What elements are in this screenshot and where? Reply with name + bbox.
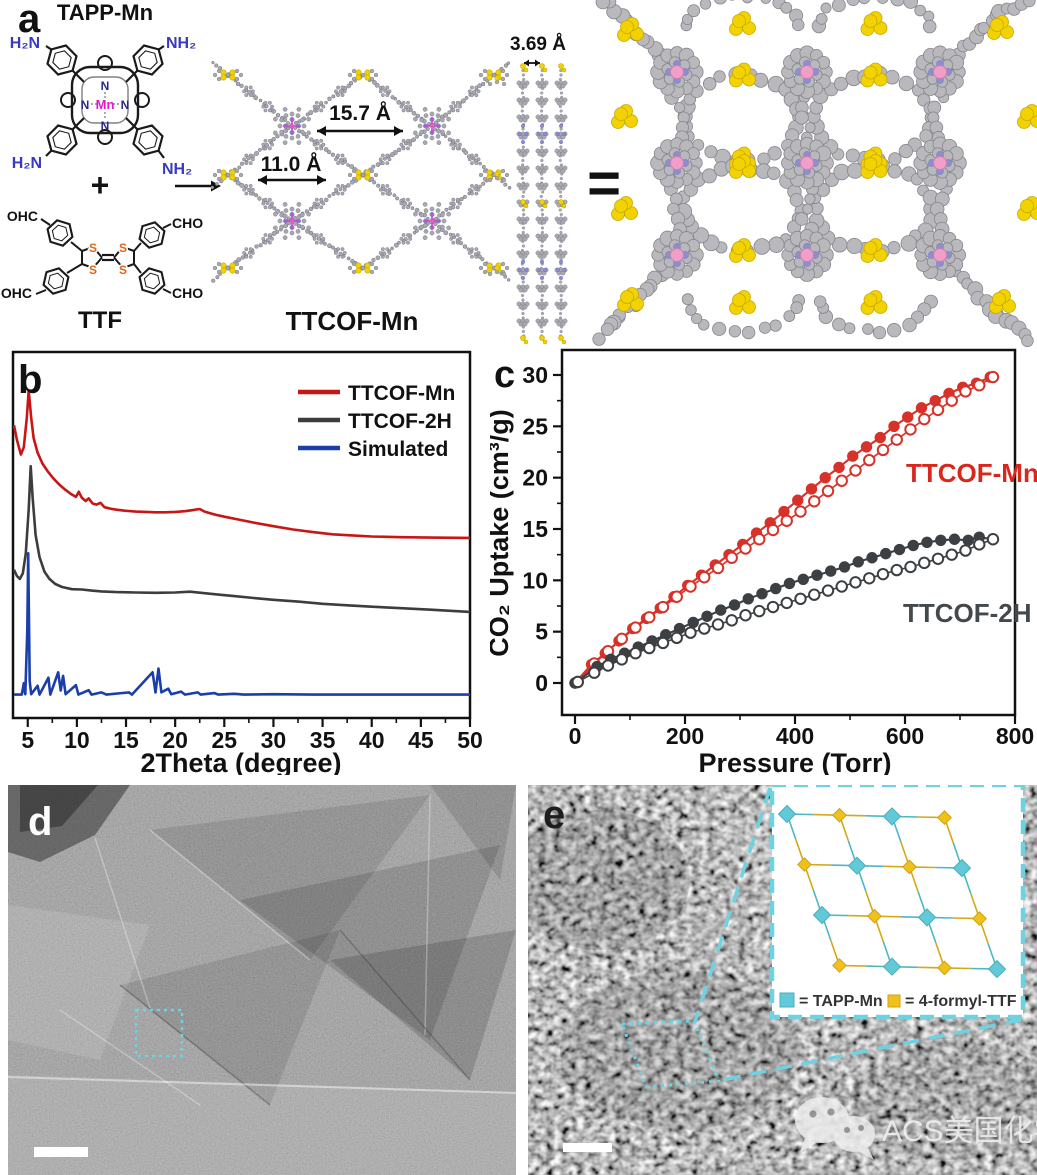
panel-b-label: b — [18, 358, 42, 402]
pxrd-x-tick-label: 25 — [212, 727, 238, 753]
inset-legend-formyl-ttf: = 4-formyl-TTF — [905, 993, 1017, 1010]
small-distance-arrow — [258, 175, 326, 185]
ttf-title: TTF — [78, 307, 122, 334]
panel-c-label: c — [494, 354, 515, 396]
panel-a-scheme: a TAPP-Mn H₂N NH₂ H₂N NH₂ N N N N Mn + O… — [1, 0, 1037, 348]
pxrd-x-tick-label: 50 — [457, 727, 483, 753]
legend-swatch-formyl-ttf — [887, 994, 901, 1008]
isotherm-y-tick-label: 0 — [535, 670, 548, 696]
isotherm-y-tick-label: 20 — [522, 465, 548, 491]
reaction-arrow — [175, 180, 221, 192]
hrtem-region-of-interest — [619, 1019, 722, 1089]
pxrd-x-axis-title: 2Theta (degree) — [140, 748, 341, 775]
space-filling-model — [592, 0, 1037, 348]
pxrd-x-tick-label: 20 — [162, 727, 188, 753]
legend-label-ttcof-mn: TTCOF-Mn — [348, 382, 455, 405]
lattice-diagram — [777, 804, 1007, 979]
pxrd-x-tick-label: 45 — [408, 727, 434, 753]
pxrd-curve-TTCOF-Mn — [12, 389, 471, 540]
tem-noise-texture — [8, 785, 516, 1175]
pxrd-x-tick-label: 10 — [64, 727, 90, 753]
pore-distance-label: 15.7 Å — [329, 101, 391, 125]
sulfur-atom-label: S — [89, 241, 97, 255]
cho-label-tr: CHO — [172, 215, 203, 231]
isotherm-y-tick-label: 10 — [522, 567, 548, 593]
inset-connector-line — [693, 787, 772, 1023]
legend-label-ttcof-2h: TTCOF-2H — [348, 410, 452, 433]
sulfur-atom-label: S — [119, 241, 127, 255]
lattice-inset: = TAPP-Mn = 4-formyl-TTF — [769, 785, 1026, 1020]
isotherm-x-tick-label: 400 — [776, 723, 814, 749]
stacking-distance-label: 3.69 Å — [510, 34, 566, 55]
pxrd-curve-TTCOF-2H — [12, 464, 471, 614]
panel-d-label: d — [28, 800, 52, 844]
panel-e-hrtem-image: = TAPP-Mn = 4-formyl-TTF e ACS美国化学会 — [528, 785, 1037, 1175]
pxrd-x-tick-label: 15 — [113, 727, 139, 753]
isotherm-x-tick-label: 800 — [996, 723, 1034, 749]
manganese-label: Mn — [96, 97, 115, 112]
isotherm-y-tick-label: 15 — [522, 516, 548, 542]
sulfur-atom-label: S — [119, 263, 127, 277]
series-annotation-ttcof-2h: TTCOF-2H — [903, 598, 1032, 628]
amine-label-br: NH₂ — [162, 161, 192, 178]
panel-c-isotherm-chart: 0 200 400 600 800 0 5 10 15 20 25 30 c TTCOF-Mn TTC… — [490, 348, 1037, 775]
ttcof-mn-framework-structure — [210, 60, 512, 283]
amine-label-bl: H₂N — [12, 155, 42, 172]
pxrd-plot-area: 5 10 15 20 25 30 35 40 45 50 — [11, 350, 483, 753]
panel-b-pxrd-chart: 5 10 15 20 25 30 35 40 45 50 b TTCOF-Mn TTCOF-2H … — [11, 350, 483, 775]
isotherm-line-TTCOF-Mn desorption — [577, 376, 994, 683]
small-distance-label: 11.0 Å — [261, 152, 322, 176]
pxrd-x-tick-label: 35 — [310, 727, 336, 753]
panel-d-tem-image: d — [8, 785, 516, 1175]
nitrogen-atom-label: N — [81, 98, 90, 112]
inset-legend-tapp-mn: = TAPP-Mn — [799, 993, 883, 1010]
panel-e-label: e — [543, 793, 565, 837]
nitrogen-atom-label: N — [121, 98, 130, 112]
hrtem-scale-bar — [563, 1143, 612, 1152]
cho-label-br: CHO — [172, 285, 203, 301]
series-annotation-ttcof-mn: TTCOF-Mn — [906, 458, 1037, 488]
cho-label-bl: OHC — [1, 285, 32, 301]
isotherm-plot-area: 0 200 400 600 800 0 5 10 15 20 25 30 — [522, 348, 1034, 749]
stacking-distance-arrow — [524, 59, 540, 67]
cho-label-tl: OHC — [7, 208, 38, 224]
tem-region-of-interest-box — [134, 1008, 184, 1058]
isotherm-y-tick-label: 30 — [522, 362, 548, 388]
amine-label-tl: H₂N — [10, 35, 40, 52]
pxrd-x-tick-label: 40 — [359, 727, 385, 753]
panel-a-label: a — [18, 0, 41, 41]
watermark-text: ACS美国化学会 — [882, 1115, 1037, 1148]
isotherm-x-tick-label: 0 — [569, 723, 582, 749]
tapp-mn-title: TAPP-Mn — [57, 0, 153, 25]
pore-distance-arrow — [317, 126, 403, 136]
ttcof-mn-title: TTCOF-Mn — [286, 306, 419, 336]
wechat-icon — [795, 1097, 875, 1160]
plus-sign: + — [91, 167, 110, 203]
isotherm-y-tick-label: 25 — [522, 413, 548, 439]
isotherm-x-tick-label: 600 — [886, 723, 924, 749]
legend-label-simulated: Simulated — [348, 438, 448, 461]
pxrd-curve-Simulated — [14, 552, 470, 696]
isotherm-y-tick-label: 5 — [535, 619, 548, 645]
pxrd-x-tick-label: 30 — [261, 727, 287, 753]
legend-swatch-tapp-mn — [779, 992, 795, 1008]
pxrd-legend: TTCOF-Mn TTCOF-2H Simulated — [298, 382, 455, 461]
ttf-structure — [35, 218, 172, 295]
amine-label-tr: NH₂ — [166, 35, 196, 52]
nitrogen-atom-label: N — [101, 119, 110, 133]
pxrd-x-tick-label: 5 — [21, 727, 34, 753]
tem-flake-shading — [8, 785, 516, 1175]
nitrogen-atom-label: N — [101, 79, 110, 93]
tem-scale-bar — [34, 1147, 88, 1157]
tapp-mn-structure — [45, 44, 165, 159]
watermark: ACS美国化学会 — [795, 1097, 1037, 1160]
stacked-layers-structure — [487, 63, 568, 345]
isotherm-x-axis-title: Pressure (Torr) — [698, 748, 891, 775]
isotherm-y-axis-title: CO₂ Uptake (cm³/g) — [490, 409, 514, 657]
isotherm-x-tick-label: 200 — [666, 723, 704, 749]
sulfur-atom-label: S — [89, 263, 97, 277]
